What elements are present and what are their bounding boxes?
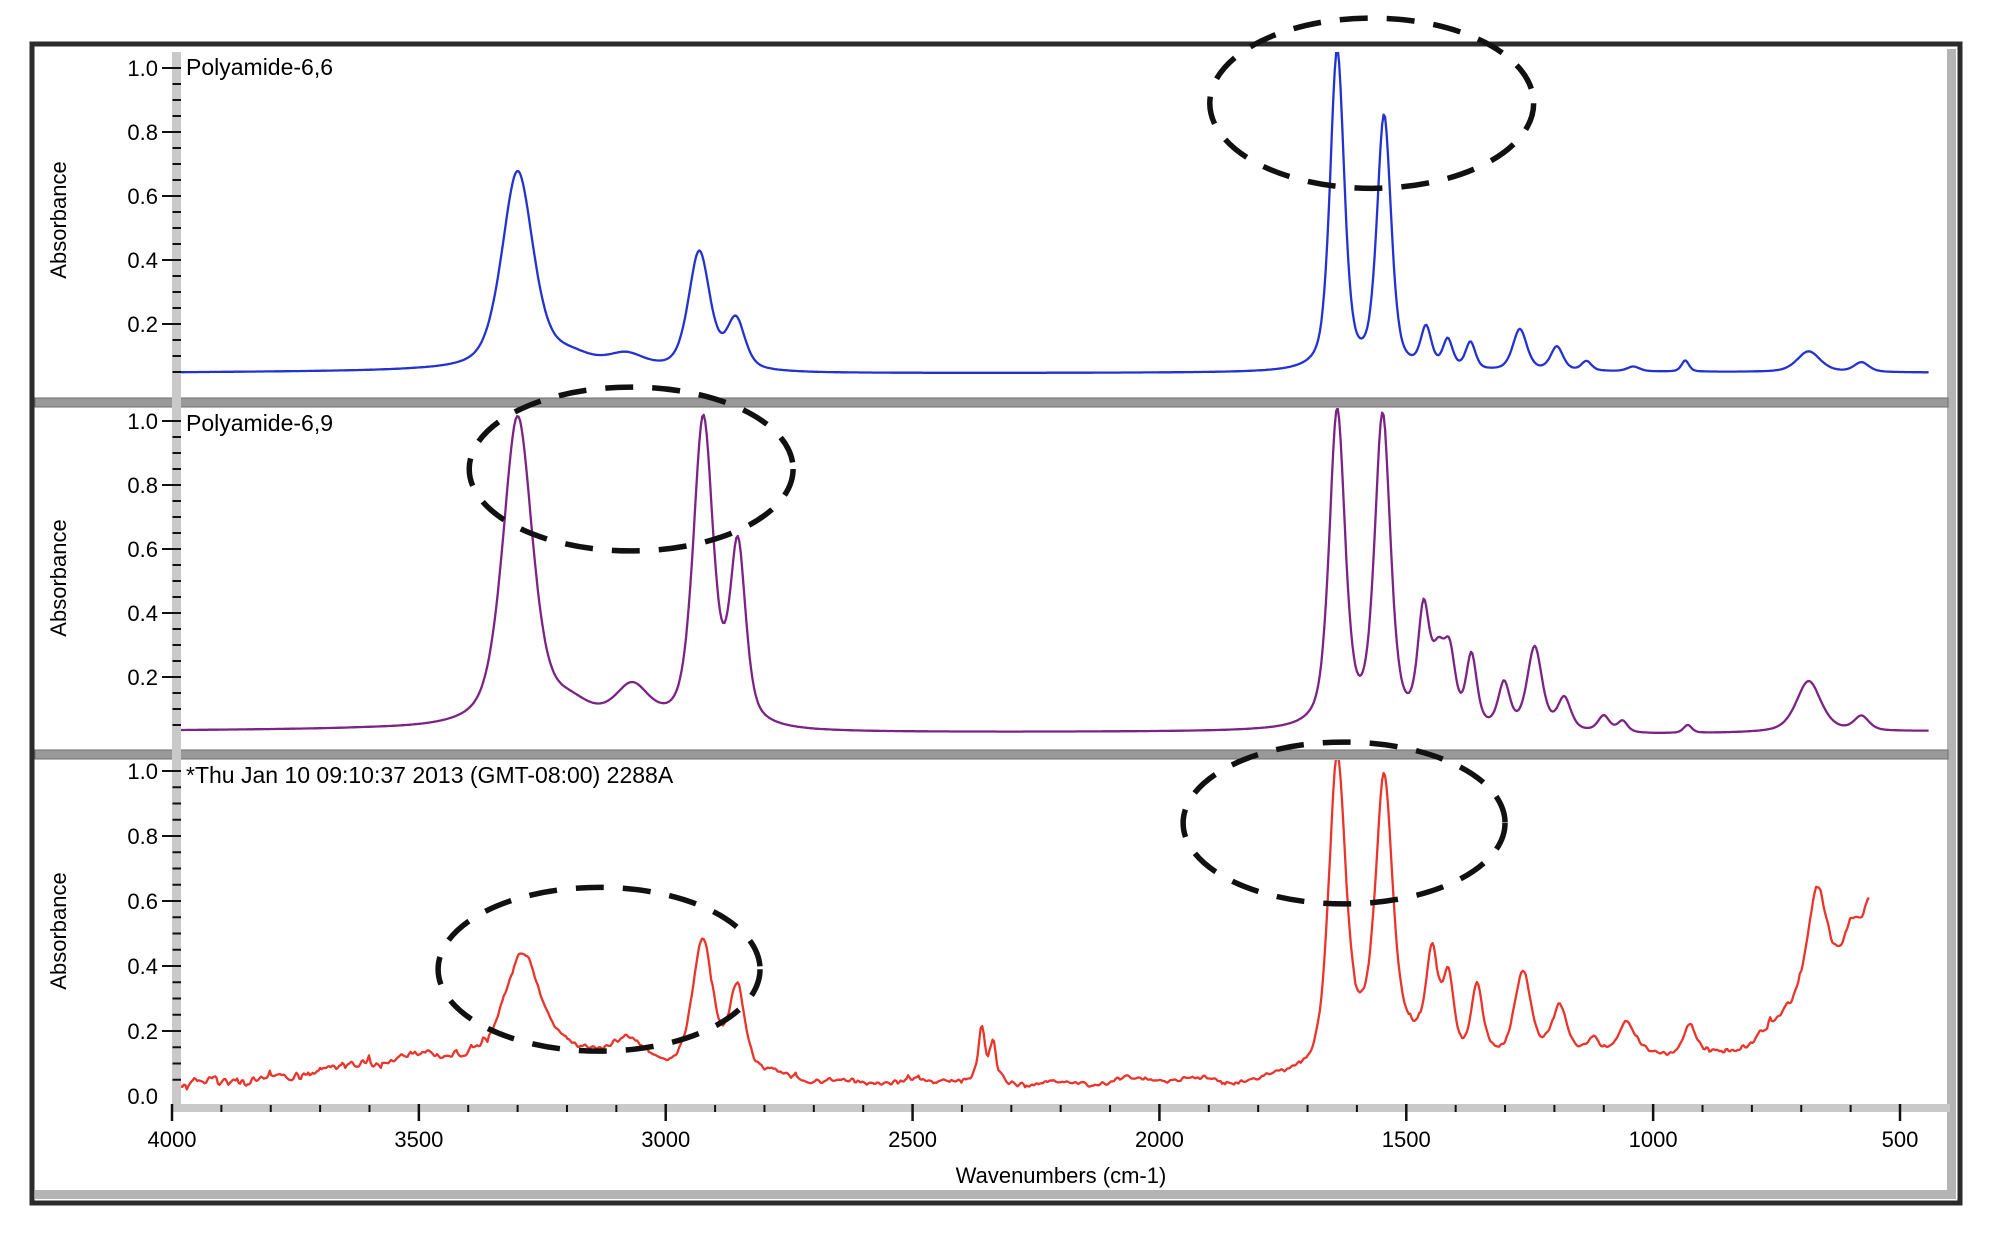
y-axis-tick-label: 0.4 (127, 601, 158, 626)
x-axis-tick-label: 3000 (641, 1127, 690, 1152)
y-axis-tick-label: 0.4 (127, 954, 158, 979)
axes-group: 1.0 0.8 0.6 0.4 0.2 1.0 0.8 0.6 0.4 0.2 1.0 0.8 0.6 0… (34, 52, 1950, 1152)
panel-title-polyamide-69: Polyamide-6,9 (186, 410, 333, 436)
y-axis-tick-label: 0.8 (127, 473, 158, 498)
y-axis-title-panel1: Absorbance (46, 161, 71, 278)
y-axis-tick-label: 0.4 (127, 248, 158, 273)
x-axis-tick-label: 2500 (888, 1127, 937, 1152)
y-axis-tick-label: 0.2 (127, 312, 158, 337)
annotation-ellipse-3 (435, 884, 763, 1054)
annotation-ellipse-2 (466, 384, 796, 554)
spectrum-layer-2 (181, 760, 1870, 1091)
panel-separator-2 (34, 749, 1949, 760)
window-inner-edge-right (1947, 49, 1956, 1199)
spectrum-curve-polyamide-69 (181, 408, 1929, 734)
y-axis-tick-label: 0.2 (127, 1019, 158, 1044)
y-axis-tick-label: 1.0 (127, 56, 158, 81)
y-axis-tick-label: 0.0 (127, 1084, 158, 1109)
curves-group (181, 52, 1929, 1091)
x-axis-tick-label: 1500 (1382, 1127, 1431, 1152)
annotation-ellipse-1 (1207, 15, 1537, 192)
y-axis-tick-label: 0.6 (127, 184, 158, 209)
y-axis-tick-label: 0.2 (127, 665, 158, 690)
y-axis-tick-label: 0.6 (127, 889, 158, 914)
y-axis-tick-label: 1.0 (127, 409, 158, 434)
window-frame (29, 41, 1963, 1206)
spectrum-layer-1 (181, 408, 1929, 734)
window-inner-edge-bottom (35, 1190, 1956, 1199)
panel-title-sample-2288a: *Thu Jan 10 09:10:37 2013 (GMT-08:00) 22… (186, 762, 674, 788)
annotations-group (435, 15, 1537, 1054)
spectrum-curve-sample-2288a (181, 760, 1870, 1091)
y-axis-tick-label: 0.8 (127, 824, 158, 849)
x-axis-title: Wavenumbers (cm-1) (956, 1163, 1167, 1188)
x-axis-tick-label: 500 (1882, 1127, 1919, 1152)
panel-separator-1 (34, 397, 1949, 408)
y-axis-tick-label: 1.0 (127, 759, 158, 784)
spectrum-curve-polyamide-66 (181, 52, 1929, 374)
spectrum-layer-0 (181, 52, 1929, 374)
y-axis-tick-label: 0.8 (127, 120, 158, 145)
panel-title-polyamide-66: Polyamide-6,6 (186, 54, 333, 80)
y-axis-title-panel2: Absorbance (46, 519, 71, 636)
y-axis-tick-label: 0.6 (127, 537, 158, 562)
annotation-ellipse-4 (1180, 739, 1508, 907)
x-axis-tick-label: 3500 (394, 1127, 443, 1152)
x-axis-tick-label: 1000 (1629, 1127, 1678, 1152)
x-axis-tick-label: 4000 (148, 1127, 197, 1152)
y-axis-title-panel3: Absorbance (46, 872, 71, 989)
x-axis-tick-label: 2000 (1135, 1127, 1184, 1152)
